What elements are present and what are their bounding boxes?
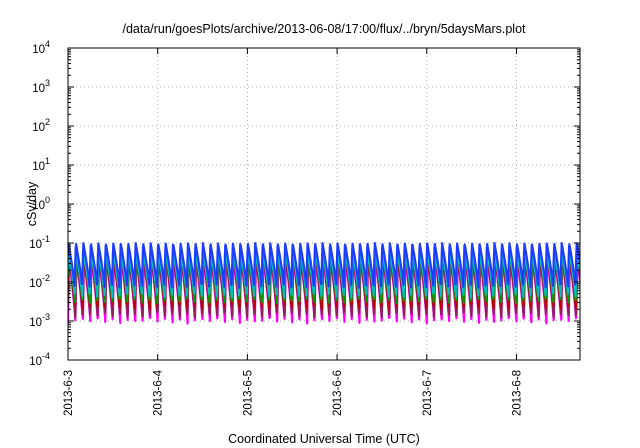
x-tick-label: 2013-6-3	[63, 370, 75, 416]
x-tick-label: 2013-6-6	[332, 370, 344, 416]
y-tick-label: 10-2	[29, 273, 50, 290]
y-tick-label: 10-1	[29, 234, 50, 251]
y-tick-label: 10-3	[29, 312, 50, 329]
x-axis-label: Coordinated Universal Time (UTC)	[228, 432, 420, 446]
y-axis: 10-4 10-3 10-2 10-1 100 101 102 103 104	[29, 39, 580, 368]
x-axis: 2013-6-3 2013-6-4 2013-6-5 2013-6-6 2013-6-7…	[63, 48, 523, 416]
x-tick-label: 2013-6-4	[153, 369, 165, 416]
grid	[68, 48, 580, 360]
y-tick-label: 10-4	[29, 351, 50, 368]
series-line-6	[68, 241, 580, 289]
y-axis-label: cSv/day	[25, 181, 39, 226]
y-tick-label: 100	[32, 195, 50, 212]
y-tick-label: 102	[32, 117, 50, 134]
y-tick-label: 104	[32, 39, 50, 56]
x-tick-label: 2013-6-5	[242, 370, 254, 416]
chart-title: /data/run/goesPlots/archive/2013-06-08/1…	[122, 22, 526, 36]
series-layer	[68, 241, 580, 325]
x-tick-label: 2013-6-8	[511, 370, 523, 416]
x-tick-label: 2013-6-7	[422, 370, 434, 416]
y-tick-label: 101	[32, 156, 50, 173]
y-tick-label: 103	[32, 78, 50, 95]
